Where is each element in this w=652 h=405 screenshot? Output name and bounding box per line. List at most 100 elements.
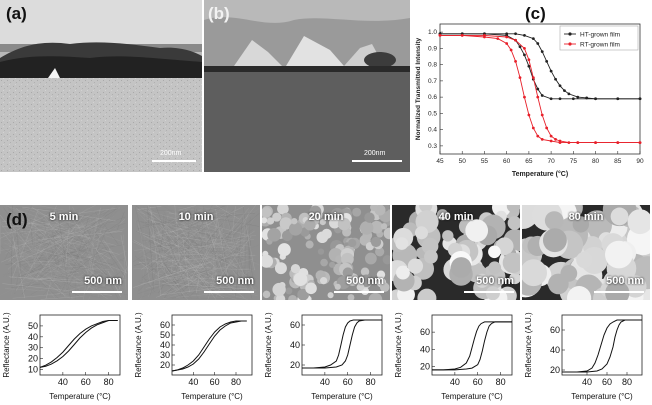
refl-ytick-label: 10 — [28, 365, 38, 375]
chart-c-xtick-label: 70 — [547, 158, 555, 165]
refl-ytick-label: 20 — [290, 360, 300, 370]
chart-c-point — [527, 58, 531, 62]
tem-image-a: 200nm — [0, 0, 202, 172]
sem-texture — [262, 205, 390, 300]
refl-xlabel: Temperature (°C) — [571, 392, 633, 401]
refl-xtick-label: 40 — [450, 377, 460, 387]
chart-c-point — [438, 33, 442, 37]
chart-c-ylabel: Normalized Transmitted Intensity — [415, 38, 422, 141]
chart-c-point — [594, 97, 597, 101]
chart-c-ytick-label: 0.5 — [428, 110, 437, 117]
sem-scale-bar — [204, 291, 254, 293]
chart-c-point — [518, 45, 522, 49]
chart-c-point — [531, 76, 535, 80]
refl-ytick-label: 40 — [420, 344, 430, 354]
chart-c-xtick-label: 55 — [481, 158, 489, 165]
refl-ylabel: Reflectance (A.U.) — [394, 312, 403, 378]
refl-xlabel: Temperature (°C) — [311, 392, 373, 401]
scalebar-b-label: 200nm — [364, 150, 386, 157]
chart-c-point — [638, 141, 642, 145]
refl-xtick-label: 60 — [81, 377, 91, 387]
legend-marker — [568, 32, 572, 36]
refl-series-line — [39, 320, 118, 368]
chart-c-point — [545, 59, 549, 63]
panel-label-a: (a) — [6, 4, 27, 23]
chart-c-point — [505, 42, 509, 45]
chart-c-point — [527, 64, 531, 68]
sem-scale-bar — [594, 291, 644, 293]
chart-c-ytick-label: 0.8 — [428, 62, 437, 69]
sem-image-5: 80 min 500 nm — [522, 205, 650, 300]
tem-image-b: 200nm — [204, 0, 410, 172]
sem-texture — [0, 205, 128, 300]
chart-c-ytick-label: 1.0 — [428, 29, 437, 36]
refl-ytick-label: 60 — [290, 320, 300, 330]
chart-c-point — [514, 32, 517, 36]
chart-c-point — [523, 46, 526, 50]
refl-series-line — [432, 321, 512, 371]
refl-frame — [39, 314, 121, 376]
refl-ytick-label: 40 — [550, 345, 560, 355]
refl-xtick-label: 60 — [343, 377, 353, 387]
reflectance-chart-5: 40 60 80 20 40 60 Temperature (°C) Reflectance … — [524, 312, 643, 401]
refl-ytick-label: 50 — [28, 321, 38, 331]
sem-scale-label: 500 nm — [476, 275, 514, 287]
chart-c-point — [594, 141, 597, 145]
chart-c-point — [558, 84, 562, 88]
chart-c-point — [567, 92, 571, 96]
chart-c-point — [531, 37, 535, 41]
chart-c-point — [536, 87, 540, 91]
chart-c-point — [549, 97, 553, 101]
transmittance-chart: 45 50 55 60 65 70 75 80 85 90 0.3 0.4 0.5 0.6 0.7 0.8 0.… — [415, 23, 644, 178]
chart-c-point — [549, 139, 553, 143]
refl-xlabel: Temperature (°C) — [49, 392, 111, 401]
refl-ytick-label: 50 — [160, 330, 170, 340]
chart-c-series-line — [440, 34, 640, 144]
sem-time-label: 40 min — [438, 211, 474, 223]
refl-xtick-label: 40 — [582, 377, 592, 387]
chart-c-point — [540, 94, 544, 97]
chart-c-point — [549, 69, 553, 73]
refl-frame — [431, 314, 513, 376]
chart-c-point — [514, 38, 517, 42]
chart-c-point — [540, 137, 544, 141]
chart-c-xtick-label: 85 — [614, 158, 622, 165]
legend-label: HT-grown film — [580, 32, 620, 39]
sem-image-2: 10 min 500 nm — [132, 205, 260, 300]
chart-c-ytick-label: 0.4 — [428, 127, 437, 134]
panel-label-b: (b) — [208, 4, 230, 23]
refl-ytick-label: 20 — [28, 354, 38, 364]
panel-label-d: (d) — [6, 210, 28, 229]
chart-c-point — [460, 33, 464, 37]
sem-time-label: 10 min — [178, 211, 214, 223]
chart-c-xtick-label: 45 — [436, 158, 444, 165]
chart-c-point — [523, 33, 526, 37]
refl-ytick-label: 20 — [550, 365, 560, 375]
sem-image-4: 40 min 500 nm — [392, 205, 520, 300]
chart-c-xtick-label: 75 — [570, 158, 578, 165]
chart-c-ytick-label: 0.9 — [428, 45, 437, 52]
chart-c-point — [576, 95, 580, 99]
scalebar-a — [152, 160, 196, 162]
chart-c-ytick-label: 0.7 — [428, 78, 437, 85]
chart-c-series-line — [440, 33, 640, 100]
chart-c-xtick-label: 60 — [503, 158, 511, 165]
refl-xtick-label: 80 — [231, 377, 241, 387]
refl-ytick-label: 30 — [28, 343, 38, 353]
refl-xtick-label: 40 — [58, 377, 68, 387]
chart-c-series-line — [440, 34, 640, 144]
sem-image-3: 20 min 500 nm — [262, 205, 390, 300]
chart-c-point — [576, 141, 580, 145]
refl-ytick-label: 60 — [160, 320, 170, 330]
refl-xtick-label: 80 — [622, 377, 632, 387]
refl-series-line — [432, 321, 512, 371]
sem-image-1: 5 min 500 nm — [0, 205, 128, 300]
chart-c-point — [558, 141, 562, 145]
refl-ytick-label: 60 — [550, 325, 560, 335]
sem-scale-label: 500 nm — [606, 275, 644, 287]
chart-c-legend: HT-grown film RT-grown film — [559, 25, 639, 51]
legend-label: RT-grown film — [580, 42, 620, 49]
legend-marker — [568, 42, 572, 46]
